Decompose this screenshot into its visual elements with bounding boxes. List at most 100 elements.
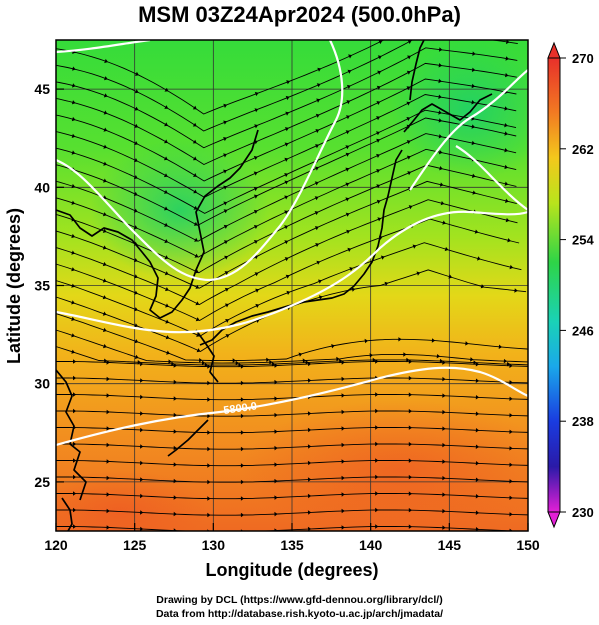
stream-arrow: [302, 358, 306, 363]
stream-arrow: [507, 23, 510, 28]
stream-arrow: [240, 496, 245, 501]
stream-arrow: [134, 290, 138, 295]
stream-arrow: [253, 209, 258, 214]
stream-arrow: [345, 130, 350, 135]
coast-taiwan: [61, 497, 73, 531]
stream-arrow: [140, 510, 144, 515]
warm-pool: [240, 400, 528, 531]
stream-arrow: [223, 137, 227, 142]
colorbar-tick-label: 262: [572, 142, 594, 157]
stream-arrow: [73, 507, 77, 513]
stream-arrow: [274, 396, 278, 401]
stream-arrow: [173, 495, 177, 500]
coast-korea-china: [56, 129, 259, 319]
stream-arrow: [102, 245, 107, 250]
stream-arrow: [444, 246, 449, 252]
stream-arrow: [505, 198, 509, 203]
stream-arrow: [315, 144, 319, 149]
streamline: [56, 377, 528, 384]
stream-arrow: [375, 359, 379, 364]
stream-arrow: [475, 395, 480, 400]
stream-arrow: [376, 153, 380, 158]
stream-arrow: [73, 441, 77, 447]
stream-arrow: [223, 224, 228, 229]
colorbar-scale: [547, 57, 561, 513]
stream-arrow: [442, 508, 446, 514]
stream-arrow: [71, 267, 75, 272]
stream-arrow: [408, 375, 412, 381]
stream-arrow: [173, 511, 177, 517]
stream-arrow: [377, 217, 382, 222]
stream-arrow: [408, 408, 412, 414]
stream-arrow: [134, 307, 138, 312]
streamline: [56, 526, 528, 531]
stream-arrow: [253, 225, 258, 229]
stream-arrow: [255, 288, 259, 293]
contour-5800: [56, 366, 528, 447]
stream-arrow: [307, 493, 312, 499]
credit-data: Data from http://database.rish.kyoto-u.a…: [155, 608, 444, 620]
stream-arrow: [475, 477, 480, 482]
colorbar-tick-label: 246: [572, 323, 594, 338]
x-tick-label: 120: [44, 537, 68, 553]
stream-arrow: [375, 392, 379, 397]
stream-arrow: [71, 150, 76, 155]
stream-arrow: [442, 360, 446, 365]
stream-arrow: [318, 295, 323, 300]
streamline: [56, 164, 517, 274]
streamline: [56, 40, 518, 132]
stream-arrow: [196, 348, 201, 353]
colorbar-max-arrow: [547, 41, 561, 59]
stream-arrow: [134, 106, 139, 111]
stream-arrow: [407, 55, 411, 60]
stream-arrow: [372, 357, 376, 363]
stream-arrow: [318, 279, 322, 284]
stream-arrow: [345, 212, 350, 217]
stream-arrow: [377, 55, 382, 60]
stream-arrow: [140, 444, 144, 449]
stream-arrow: [349, 267, 353, 272]
stream-arrow: [173, 429, 177, 434]
x-tick-label: 125: [123, 537, 147, 553]
stream-arrow: [223, 201, 228, 206]
cold-pool: [90, 140, 270, 280]
stream-arrow: [224, 303, 229, 308]
stream-arrow: [104, 76, 108, 81]
stream-arrow: [140, 378, 144, 383]
colorbar-tick-label: 254: [572, 233, 594, 248]
stream-arrow: [498, 344, 503, 349]
stream-arrow: [71, 349, 75, 354]
stream-arrow: [194, 269, 199, 274]
y-tick-label: 40: [34, 179, 50, 195]
stream-arrow: [438, 118, 443, 123]
stream-arrow: [448, 274, 453, 279]
stream-arrow: [507, 361, 511, 367]
stream-arrow: [284, 195, 289, 200]
stream-arrow: [480, 284, 485, 289]
stream-arrow: [196, 332, 200, 337]
stream-arrow: [336, 356, 340, 362]
colorbar-tick-label: 230: [572, 505, 594, 520]
stream-arrow: [225, 319, 229, 323]
stream-arrow: [207, 446, 211, 452]
stream-arrow: [164, 222, 168, 227]
stream-arrow: [345, 197, 350, 202]
stream-arrow: [470, 357, 474, 362]
stream-arrow: [134, 123, 139, 128]
y-tick-label: 35: [34, 278, 50, 294]
stream-arrow: [436, 354, 441, 359]
stream-arrow: [504, 148, 508, 153]
stream-arrow: [307, 411, 312, 416]
streamline: [56, 148, 517, 258]
stream-arrow: [269, 359, 273, 365]
stream-arrow: [316, 260, 321, 265]
stream-arrow: [331, 344, 335, 349]
stream-arrow: [71, 133, 76, 138]
stream-arrow: [504, 164, 508, 170]
stream-arrow: [133, 191, 138, 196]
stream-arrow: [406, 101, 411, 106]
stream-arrow: [438, 78, 442, 84]
stream-arrow: [376, 116, 380, 121]
stream-arrow: [207, 413, 211, 419]
